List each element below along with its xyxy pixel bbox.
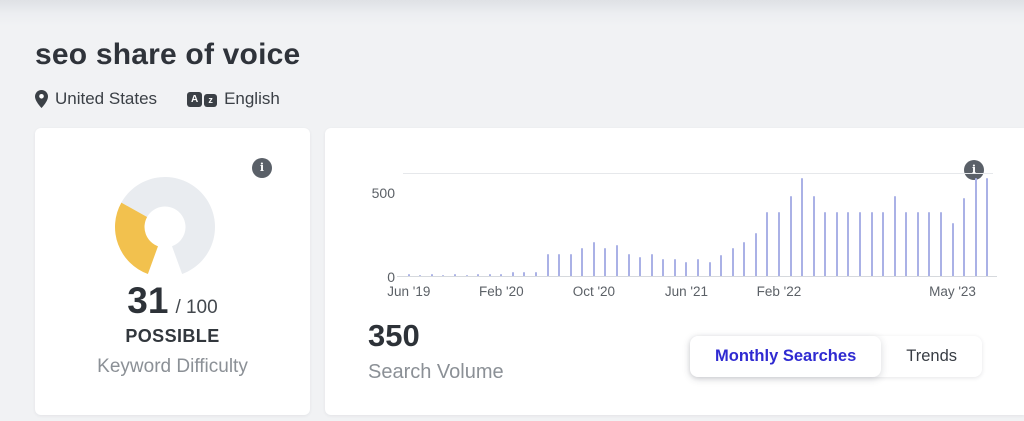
bar[interactable] [939,211,942,277]
bar[interactable] [708,261,711,277]
bar[interactable] [430,273,433,277]
x-axis-tick: Oct '20 [572,284,616,299]
location-meta: United States [35,89,157,109]
bar[interactable] [500,273,503,277]
bar[interactable] [511,271,514,277]
bar[interactable] [986,178,989,277]
bar[interactable] [951,223,954,277]
bar[interactable] [847,211,850,277]
difficulty-score-row: 31 / 100 [35,280,310,322]
bar[interactable] [662,258,665,277]
gauge-fill [115,202,158,274]
bar[interactable] [743,241,746,277]
bar[interactable] [812,196,815,277]
bar[interactable] [581,248,584,277]
chart-tabs: Monthly Searches Trends [690,336,982,377]
language-label: English [224,89,280,108]
difficulty-score: 31 [127,280,169,321]
difficulty-denominator: / 100 [175,297,218,318]
bar[interactable] [558,253,561,277]
bar[interactable] [974,178,977,277]
bars [403,173,993,277]
bar[interactable] [685,261,688,277]
info-icon[interactable]: i [964,160,984,180]
bar[interactable] [789,196,792,277]
bar[interactable] [488,273,491,277]
x-axis-tick: Jun '21 [664,284,708,299]
bar[interactable] [627,253,630,277]
bar[interactable] [523,271,526,277]
bar[interactable] [407,273,410,277]
bar[interactable] [835,211,838,277]
plot-area [397,173,997,277]
difficulty-label: Keyword Difficulty [97,356,248,377]
bar[interactable] [893,196,896,277]
search-volume-value: 350 [368,318,420,353]
y-axis-labels: 500 0 [325,173,395,285]
info-icon[interactable]: i [252,158,272,178]
bar[interactable] [546,253,549,277]
bar[interactable] [777,211,780,277]
x-axis-tick: Feb '20 [479,284,524,299]
bar[interactable] [916,211,919,277]
bar[interactable] [535,271,538,277]
bar[interactable] [928,211,931,277]
bar[interactable] [731,248,734,277]
location-pin-icon [35,90,48,108]
bar[interactable] [905,211,908,277]
page-title: seo share of voice [35,38,301,71]
x-axis-labels: Jun '19 Feb '20 Oct '20 Jun '21 Feb '22 May '… [387,284,993,304]
tab-trends[interactable]: Trends [881,336,982,377]
bar[interactable] [858,211,861,277]
tab-monthly-searches[interactable]: Monthly Searches [690,336,882,377]
bar[interactable] [477,273,480,277]
y-axis-tick: 500 [371,185,395,202]
translate-icon: A z [187,91,218,107]
difficulty-level-badge: POSSIBLE [125,326,220,346]
x-axis-tick: Jun '19 [387,284,431,299]
plot-top-border [403,173,993,174]
monthly-searches-chart: 500 0 Jun '19 Feb '20 Oct '20 Jun '21 Feb '22… [325,128,1024,303]
x-axis-line [397,276,997,277]
search-volume-card: i 500 0 Jun '19 Feb '20 Oct '20 Jun '21 Feb '… [325,128,1024,415]
location-label: United States [55,89,158,108]
bar[interactable] [592,241,595,277]
search-volume-label: Search Volume [368,361,504,383]
bar[interactable] [882,211,885,277]
bar[interactable] [454,273,457,277]
bar[interactable] [870,211,873,277]
bar[interactable] [650,253,653,277]
y-axis-tick: 0 [387,269,395,285]
bar[interactable] [824,211,827,277]
search-volume-stat: 350 Search Volume [368,318,504,384]
bar[interactable] [604,248,607,277]
bar[interactable] [963,198,966,277]
gauge-track [121,176,216,274]
keyword-meta: United States A z English [35,89,280,109]
bar[interactable] [616,245,619,277]
keyword-difficulty-card: i 31 / 100 POSSIBLE Keyword Difficulty [35,128,310,415]
x-axis-tick: May '23 [929,284,976,299]
bar[interactable] [639,256,642,277]
bar[interactable] [569,253,572,277]
bar[interactable] [720,255,723,277]
difficulty-gauge [113,175,217,279]
x-axis-tick: Feb '22 [756,284,802,299]
bar[interactable] [801,178,804,277]
bar[interactable] [766,211,769,277]
bar[interactable] [673,258,676,277]
bar[interactable] [697,258,699,277]
language-meta: A z English [187,89,280,109]
bar[interactable] [754,233,757,277]
